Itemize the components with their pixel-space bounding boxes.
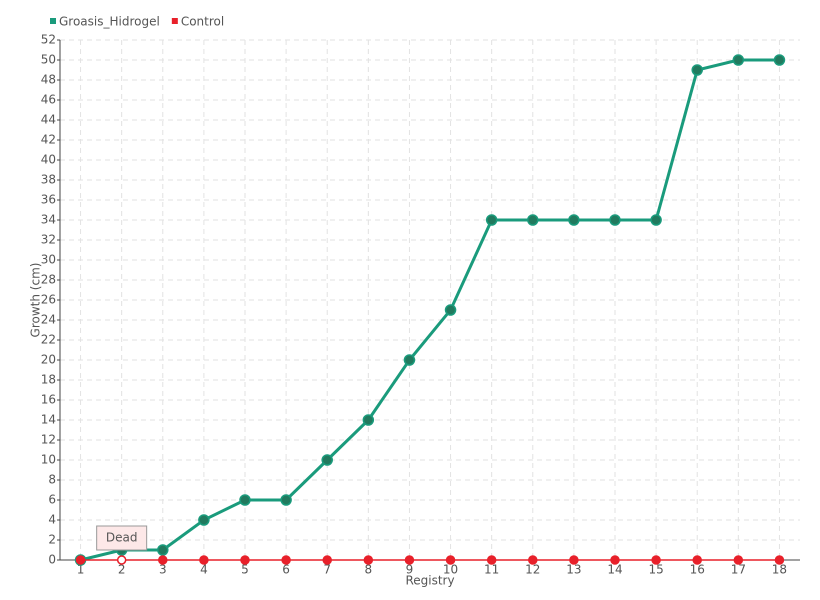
point (486, 555, 497, 565)
y-tick-label: 22 (41, 333, 56, 347)
point (362, 414, 375, 426)
x-tick-label: 6 (282, 563, 290, 577)
x-tick-label: 16 (690, 563, 705, 577)
y-tick-label: 6 (48, 493, 56, 507)
point (198, 514, 210, 526)
y-tick-label: 32 (41, 233, 56, 247)
point (158, 555, 168, 565)
y-tick-label: 18 (41, 373, 56, 387)
x-tick-label: 14 (607, 563, 622, 577)
point (321, 454, 333, 466)
point (363, 555, 374, 565)
point (280, 494, 292, 506)
y-tick-label: 0 (48, 553, 56, 567)
point (609, 214, 621, 226)
x-tick-label: 9 (406, 563, 414, 577)
x-tick-label: 5 (241, 563, 249, 577)
x-tick-label: 10 (443, 563, 458, 577)
point (774, 555, 785, 565)
y-tick-label: 48 (41, 73, 56, 87)
y-tick-label: 26 (41, 293, 56, 307)
y-tick-label: 2 (48, 533, 56, 547)
x-tick-label: 13 (566, 563, 581, 577)
point (199, 555, 209, 565)
point (239, 494, 251, 506)
point (610, 555, 620, 565)
x-axis-label: Registry (405, 574, 454, 588)
x-tick-label: 3 (159, 563, 167, 577)
annotation-box (96, 525, 148, 551)
x-tick-label: 18 (772, 563, 787, 577)
annotation: Dead (106, 531, 138, 545)
y-tick-label: 28 (41, 273, 56, 287)
point (404, 555, 415, 565)
y-tick-label: 4 (48, 513, 56, 527)
y-tick-label: 50 (41, 53, 56, 67)
point (403, 354, 416, 366)
y-tick-label: 44 (41, 113, 56, 127)
point (528, 555, 538, 565)
point (75, 555, 86, 565)
x-tick-label: 2 (118, 563, 126, 577)
y-tick-label: 52 (41, 33, 56, 47)
x-tick-label: 15 (648, 563, 663, 577)
point (732, 54, 745, 66)
x-tick-label: 17 (731, 563, 746, 577)
point (444, 304, 457, 316)
y-tick-label: 10 (41, 453, 56, 467)
y-tick-label: 14 (41, 413, 56, 427)
point (240, 555, 250, 565)
point (527, 214, 539, 226)
point (569, 555, 579, 565)
y-tick-label: 38 (41, 173, 56, 187)
y-tick-label: 8 (48, 473, 56, 487)
y-tick-label: 12 (41, 433, 56, 447)
x-tick-label: 8 (365, 563, 373, 577)
y-tick-label: 42 (41, 133, 56, 147)
point (568, 214, 580, 226)
y-tick-label: 16 (41, 393, 56, 407)
point (322, 555, 332, 565)
point (157, 544, 169, 556)
x-tick-label: 11 (484, 563, 499, 577)
series-line (80, 58, 780, 562)
legend-label: Groasis_Hidrogel (59, 15, 160, 29)
point (691, 64, 703, 76)
y-tick-label: 46 (41, 93, 56, 107)
point (692, 555, 702, 565)
point (445, 555, 456, 565)
point (650, 214, 662, 226)
legend-label: Control (181, 15, 224, 29)
point (773, 54, 786, 66)
y-tick-label: 34 (41, 213, 56, 227)
point (733, 555, 744, 565)
x-tick-label: 4 (200, 563, 208, 577)
point (485, 214, 498, 226)
point (651, 555, 661, 565)
legend-swatch (171, 18, 178, 24)
legend-swatch (50, 18, 56, 24)
y-tick-label: 24 (41, 313, 56, 327)
x-tick-label: 12 (525, 563, 540, 577)
x-tick-label: 1 (77, 563, 85, 577)
y-tick-label: 40 (41, 153, 56, 167)
y-axis-label: Growth (cm) (29, 263, 43, 338)
y-tick-label: 36 (41, 193, 56, 207)
point (281, 555, 291, 565)
y-tick-label: 20 (41, 353, 56, 367)
point (116, 555, 127, 565)
y-tick-label: 30 (41, 253, 56, 267)
x-tick-label: 7 (323, 563, 331, 577)
